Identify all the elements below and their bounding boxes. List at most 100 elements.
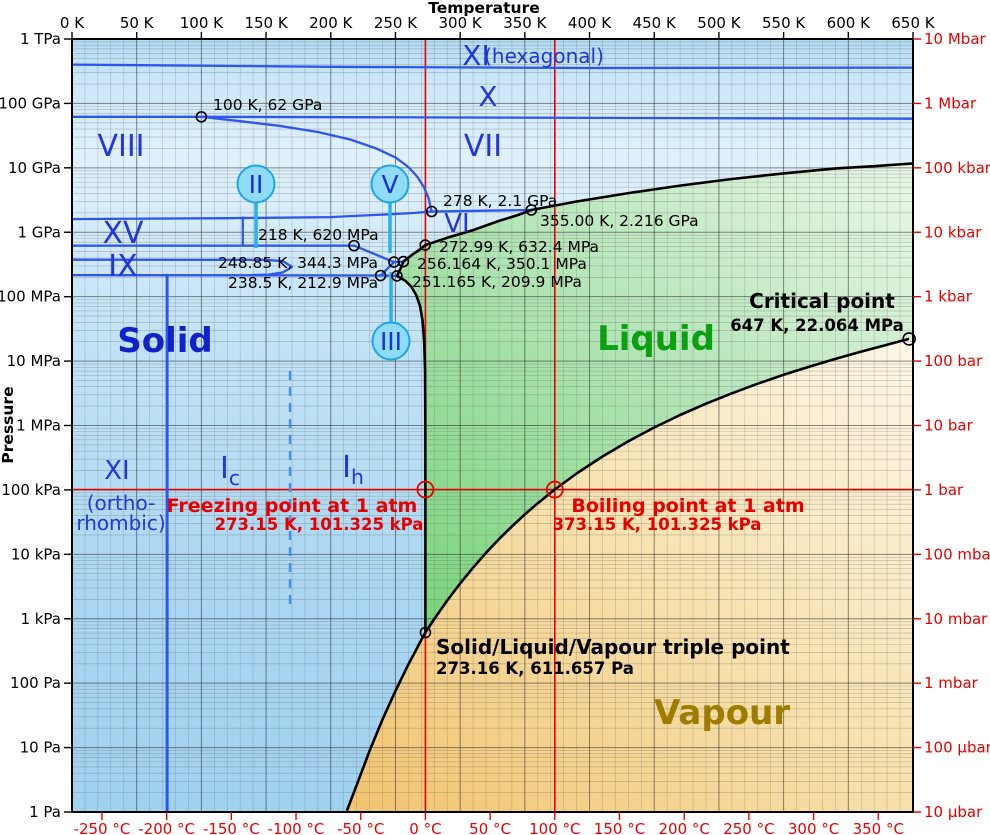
bottom-tick-label: -200 °C bbox=[138, 820, 195, 835]
boundary-II/V-diagonal bbox=[352, 244, 396, 264]
top-tick-label: 100 K bbox=[180, 14, 224, 32]
region-labels: Solid LiquidVapourVIIIXVIIXI(hexagonal)XV… bbox=[76, 39, 790, 733]
boundary-VIII/VII bbox=[200, 115, 433, 213]
axes: 0 K 50 K 100 K 150 K 200 K 250 K 300 K 350 K 400… bbox=[0, 14, 990, 835]
region-label--hexagonal-: (hexagonal) bbox=[484, 44, 604, 68]
point-278-k-2-1-gpa bbox=[425, 205, 438, 218]
right-tick-label: 100 kbar bbox=[924, 159, 990, 177]
point-markers bbox=[195, 110, 916, 639]
point-238-5-k-212-9-mpa bbox=[374, 269, 387, 282]
region-label-xi: XI bbox=[462, 39, 489, 72]
top-tick-label: 150 K bbox=[244, 14, 288, 32]
annotation-218-k-620-mpa: 218 K, 620 MPa bbox=[258, 226, 379, 244]
region-label-xi: XI bbox=[104, 456, 129, 486]
bottom-tick-label: -250 °C bbox=[74, 820, 131, 835]
point-218-k-620-mpa bbox=[348, 239, 360, 252]
region-label-xv: XV bbox=[102, 216, 144, 251]
vaporization-curve bbox=[424, 337, 910, 634]
right-tick-label: 1 Mbar bbox=[924, 94, 977, 112]
grid bbox=[72, 39, 913, 812]
phase-callouts: II V III bbox=[236, 164, 411, 361]
right-tick-label: 100 µbar bbox=[924, 739, 990, 757]
point-critical-point bbox=[902, 332, 916, 346]
region-label--ortho-: (ortho- bbox=[87, 491, 156, 515]
annotation-355-00-k-2-216-gpa: 355.00 K, 2.216 GPa bbox=[540, 212, 699, 230]
annotation-248-85-k-344-3-mpa: 248.85 K, 344.3 MPa bbox=[218, 254, 378, 272]
right-tick-label: 10 µbar bbox=[924, 803, 983, 821]
boundary-VIII/XV-VI bbox=[70, 210, 433, 221]
top-tick-label: 600 K bbox=[827, 14, 871, 32]
annotation-273-16-k-611-657-pa: 273.16 K, 611.657 Pa bbox=[436, 659, 634, 678]
annotation-278-k-2-1-gpa: 278 K, 2.1 GPa bbox=[443, 192, 557, 210]
region-label-viii: VIII bbox=[97, 129, 144, 164]
bottom-tick-label: 200 °C bbox=[658, 820, 709, 835]
top-tick-label: 550 K bbox=[762, 14, 806, 32]
point-100-k-62-gpa bbox=[195, 110, 208, 123]
annotation-boiling-point-at-1-atm: Boiling point at 1 atm bbox=[571, 495, 804, 517]
left-tick-label: 100 GPa bbox=[0, 94, 61, 112]
bottom-tick-label: -100 °C bbox=[268, 820, 325, 835]
right-tick-label: 10 bar bbox=[924, 417, 974, 435]
bottom-tick-label: -50 °C bbox=[337, 820, 384, 835]
left-tick-label: 1 Pa bbox=[29, 803, 61, 821]
point-272-99-k-632-4-mpa bbox=[419, 239, 432, 251]
vapour-region bbox=[346, 338, 913, 812]
bottom-tick-label: 300 °C bbox=[788, 820, 839, 835]
callout-label-II: II bbox=[249, 170, 264, 199]
bottom-tick-label: 350 °C bbox=[853, 820, 904, 835]
point-355-00-k-2-216-gpa bbox=[525, 204, 538, 216]
callout-bubble-II bbox=[236, 164, 276, 204]
callout-bubble-III bbox=[371, 321, 411, 361]
region-label-rhombic-: rhombic) bbox=[76, 511, 165, 535]
region-label-vi: VI bbox=[444, 209, 469, 239]
top-tick-label: 500 K bbox=[697, 14, 741, 32]
top-tick-label: 200 K bbox=[309, 14, 353, 32]
right-tick-label: 10 Mbar bbox=[924, 30, 987, 48]
annotations: 100 K, 62 GPa 278 K, 2.1 GPa 355.00 K, 2.2… bbox=[167, 96, 904, 678]
point-248-85-k-344-3-mpa bbox=[388, 256, 400, 268]
annotation-238-5-k-212-9-mpa: 238.5 K, 212.9 MPa bbox=[228, 274, 378, 292]
left-tick-label: 100 kPa bbox=[1, 481, 61, 499]
boundary-VI/VII bbox=[430, 208, 533, 213]
annotation-273-15-k-101-325-kpa: 273.15 K, 101.325 kPa bbox=[215, 515, 424, 534]
region-label-x: X bbox=[478, 80, 497, 113]
top-tick-label: 0 K bbox=[60, 14, 85, 32]
top-tick-label: 300 K bbox=[439, 14, 483, 32]
region-label-liquid: Liquid bbox=[597, 319, 715, 359]
annotation-251-165-k-209-9-mpa: 251.165 K, 209.9 MPa bbox=[412, 273, 582, 291]
right-tick-label: 100 bar bbox=[924, 352, 983, 370]
sublimation-curve bbox=[345, 631, 427, 812]
y-axis-title: Pressure bbox=[0, 386, 17, 463]
bottom-tick-label: 150 °C bbox=[594, 820, 645, 835]
left-tick-label: 100 Pa bbox=[10, 674, 61, 692]
right-tick-label: 10 kbar bbox=[924, 223, 982, 241]
point-solid-liquid-vapour-triple-point bbox=[419, 626, 432, 639]
boundary-XI-hexagonal/X bbox=[70, 63, 915, 70]
melting-curve bbox=[395, 162, 914, 633]
top-tick-label: 50 K bbox=[120, 14, 155, 32]
x-axis-title: Temperature bbox=[428, 0, 540, 17]
left-tick-label: 10 MPa bbox=[7, 352, 61, 370]
annotation-solid-liquid-vapour-triple-point: Solid/Liquid/Vapour triple point bbox=[436, 635, 790, 659]
point-251-165-k-209-9-mpa bbox=[391, 270, 403, 282]
left-tick-label: 10 kPa bbox=[11, 545, 61, 563]
region-label-solid: Solid bbox=[117, 321, 213, 361]
left-tick-label: 1 kPa bbox=[20, 610, 61, 628]
callout-bubble-V bbox=[370, 164, 410, 204]
freezing-point-marker bbox=[416, 480, 435, 499]
left-tick-label: 1 GPa bbox=[18, 223, 62, 241]
region-label-vii: VII bbox=[464, 129, 502, 164]
boundary-X/VII bbox=[70, 115, 915, 120]
callout-label-V: V bbox=[381, 170, 398, 199]
bottom-tick-label: 0 °C bbox=[409, 820, 441, 835]
annotation-critical-point: Critical point bbox=[749, 289, 895, 313]
top-tick-label: 400 K bbox=[568, 14, 612, 32]
left-tick-label: 10 Pa bbox=[20, 739, 61, 757]
annotation-256-164-k-350-1-mpa: 256.164 K, 350.1 MPa bbox=[417, 255, 587, 273]
annotation-272-99-k-632-4-mpa: 272.99 K, 632.4 MPa bbox=[439, 238, 599, 256]
right-tick-label: 1 bar bbox=[924, 481, 964, 499]
bottom-tick-label: 50 °C bbox=[469, 820, 511, 835]
bottom-tick-label: 100 °C bbox=[529, 820, 580, 835]
boiling-point-marker bbox=[545, 480, 564, 499]
